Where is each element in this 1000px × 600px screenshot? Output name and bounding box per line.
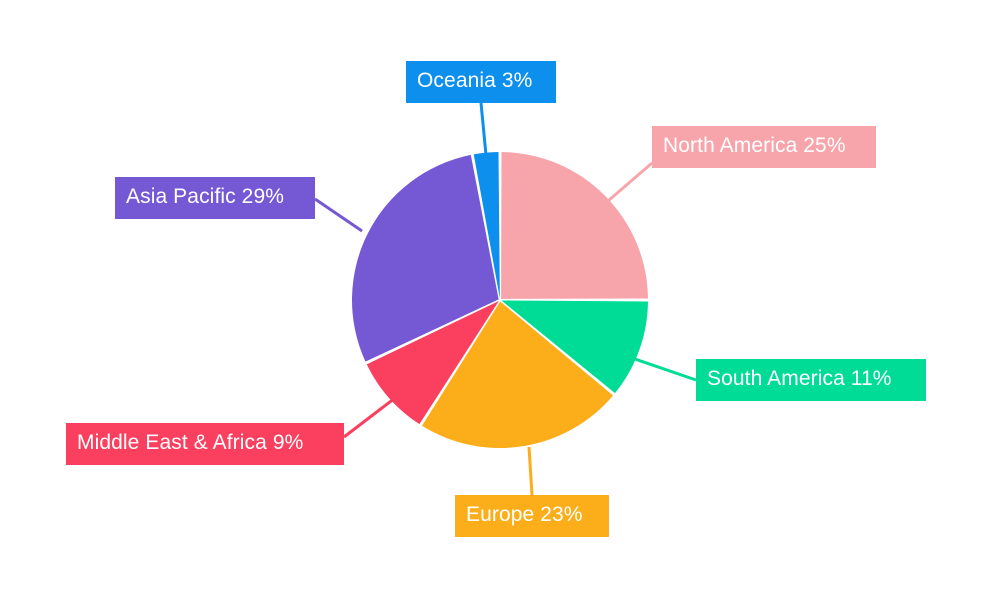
slice-label-south-america[interactable]: South America 11% bbox=[696, 359, 926, 401]
leader-line-middle-east-africa bbox=[343, 396, 396, 439]
slice-label-europe[interactable]: Europe 23% bbox=[455, 495, 609, 537]
pie-slice-north-america[interactable] bbox=[501, 152, 648, 299]
leader-line-group bbox=[314, 102, 697, 496]
pie-slice-middle-east-africa[interactable] bbox=[366, 300, 499, 425]
leader-line-oceania bbox=[479, 102, 488, 156]
pie-slice-oceania[interactable] bbox=[473, 152, 500, 299]
pie-slice-south-america[interactable] bbox=[501, 300, 648, 394]
slice-label-middle-east-africa[interactable]: Middle East & Africa 9% bbox=[66, 423, 344, 465]
leader-line-asia-pacific bbox=[314, 197, 363, 233]
pie-slice-europe[interactable] bbox=[421, 301, 614, 449]
pie-wedge-group bbox=[352, 152, 648, 449]
leader-line-north-america bbox=[607, 161, 653, 203]
slice-label-asia-pacific[interactable]: Asia Pacific 29% bbox=[115, 177, 315, 219]
leader-line-south-america bbox=[634, 357, 697, 382]
slice-label-oceania[interactable]: Oceania 3% bbox=[406, 61, 556, 103]
pie-slice-asia-pacific[interactable] bbox=[352, 154, 499, 362]
leader-line-europe bbox=[527, 446, 534, 496]
slice-label-north-america[interactable]: North America 25% bbox=[652, 126, 876, 168]
